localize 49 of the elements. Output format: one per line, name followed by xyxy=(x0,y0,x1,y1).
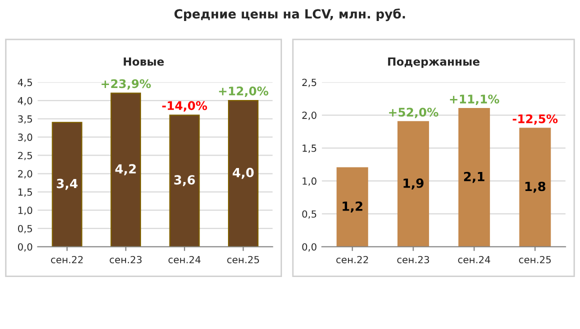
x-tick-label: сен.24 xyxy=(458,256,490,264)
annotation: +11,1% xyxy=(450,94,500,106)
data-label: 4,0 xyxy=(232,168,254,179)
y-tick-label: 1,5 xyxy=(302,144,316,153)
data-label: 1,2 xyxy=(342,201,362,212)
bar xyxy=(397,121,430,247)
y-tick-label: 2,5 xyxy=(18,152,32,160)
bar xyxy=(110,92,142,247)
data-label: 2,1 xyxy=(464,172,484,183)
y-tick-label: 2,0 xyxy=(302,112,316,120)
y-tick-label: 4,5 xyxy=(18,78,32,88)
y-tick-label: 3,5 xyxy=(18,115,32,124)
bar xyxy=(169,114,200,247)
bar xyxy=(228,100,258,247)
data-label: 3,4 xyxy=(56,178,78,190)
y-tick-label: 2,5 xyxy=(302,78,316,88)
y-tick-label: 3,0 xyxy=(18,134,32,142)
annotation: +52,0% xyxy=(389,108,438,118)
x-tick-label: сен.25 xyxy=(519,256,551,264)
y-tick-label: 1,5 xyxy=(18,188,32,197)
chart-subtitle: Новые xyxy=(124,57,164,66)
annotation: -12,5% xyxy=(512,114,558,125)
data-label: 4,2 xyxy=(115,164,136,176)
x-tick-label: сен.23 xyxy=(110,256,142,264)
y-tick-label: 0,5 xyxy=(18,224,32,234)
annotation: +23,9% xyxy=(102,79,151,90)
y-tick-label: 0,5 xyxy=(302,210,316,219)
data-label: 1,8 xyxy=(525,182,546,193)
bar xyxy=(336,167,368,247)
y-tick-label: 4,0 xyxy=(18,97,32,106)
x-tick-label: сен.22 xyxy=(51,256,83,264)
y-tick-label: 0,0 xyxy=(302,243,316,252)
annotation: +12,0% xyxy=(219,86,268,97)
x-tick-label: сен.25 xyxy=(227,256,259,264)
chart-title: Средние цены на LCV, млн. руб. xyxy=(174,8,405,22)
bar xyxy=(52,122,82,247)
annotation: -14,0% xyxy=(162,101,208,112)
data-label: 3,6 xyxy=(174,175,195,186)
bar xyxy=(519,128,551,247)
x-tick-label: сен.24 xyxy=(168,256,201,264)
chart-subtitle: Подержанные xyxy=(388,57,480,68)
data-label: 1,9 xyxy=(404,178,424,190)
y-tick-label: 0,0 xyxy=(18,243,32,252)
x-tick-label: сен.22 xyxy=(336,256,368,264)
bar xyxy=(458,108,490,247)
y-tick-label: 1,0 xyxy=(18,206,32,216)
y-tick-label: 2,0 xyxy=(18,170,32,178)
x-tick-label: сен.23 xyxy=(397,256,430,264)
y-tick-label: 1,0 xyxy=(302,177,316,186)
